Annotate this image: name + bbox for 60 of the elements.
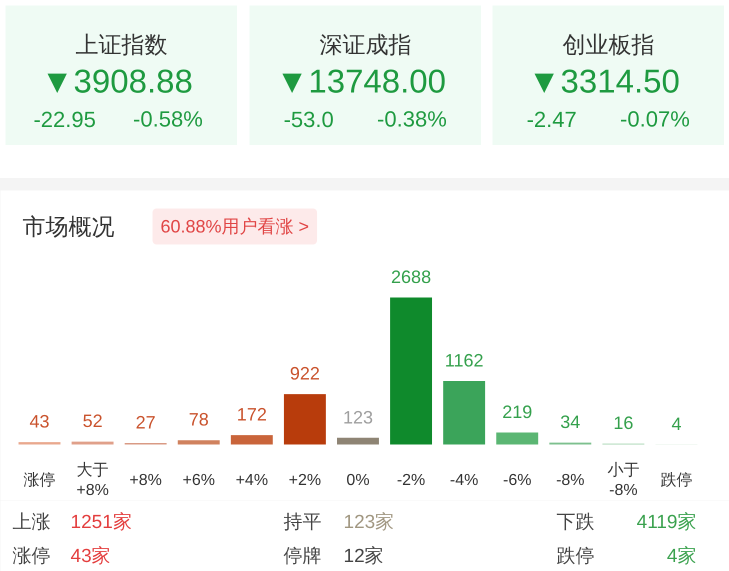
bar [390, 298, 432, 444]
x-tick-label: 跌停 [660, 472, 692, 489]
x-tick-label: -4% [450, 472, 478, 489]
data-label: 123 [342, 407, 374, 428]
data-label: 78 [188, 410, 209, 430]
text: 深证成指 [320, 32, 412, 58]
text: 4119家 [636, 512, 696, 533]
text: ▼3908.88 [40, 62, 193, 100]
data-label: 1162 [444, 350, 484, 370]
category-label: 上涨 [12, 512, 50, 533]
data-label: 43 [29, 412, 50, 432]
text: 43家 [70, 546, 111, 567]
bar [496, 432, 538, 444]
text: -0.07% [620, 106, 690, 132]
data-label: 4 [671, 414, 682, 434]
text: -53.0 [284, 106, 334, 132]
category-label: 跌停 [556, 546, 594, 567]
data-label: 219 [502, 402, 532, 422]
bar [72, 442, 114, 444]
text: ▼13748.00 [276, 62, 446, 100]
chart-subtitle: 60.88%用户看涨 > [160, 216, 310, 236]
text: -22.95 [33, 106, 96, 132]
category-label: 停牌 [284, 546, 322, 567]
chart-title: 市场概况 [22, 214, 114, 240]
category-label: 持平 [284, 512, 322, 533]
data-label: 16 [613, 413, 634, 434]
text: -0.38% [377, 106, 447, 132]
x-tick-label: +2% [288, 472, 322, 489]
x-tick-label: 涨停 [24, 471, 56, 489]
x-tick-label: -2% [396, 472, 426, 489]
data-label: 172 [236, 404, 267, 425]
text: 12家 [344, 546, 384, 567]
x-tick-label: 小于 -8% [607, 460, 640, 500]
bar [284, 394, 326, 444]
x-tick-label: +4% [236, 472, 268, 489]
data-label: 52 [82, 411, 103, 432]
text: 123家 [344, 512, 394, 533]
bar [337, 438, 379, 444]
x-tick-label: 大于 +8% [76, 460, 109, 500]
x-tick-label: +8% [129, 472, 162, 489]
bar [443, 380, 486, 444]
x-tick-label: -6% [502, 472, 532, 489]
data-label: 34 [560, 412, 580, 432]
text: -0.58% [133, 106, 203, 132]
bar [178, 440, 220, 444]
x-tick-label: +6% [182, 472, 215, 489]
bar [230, 435, 273, 444]
data-label: 2688 [391, 267, 432, 287]
text: 1251家 [70, 512, 132, 533]
category-label: 下跌 [556, 512, 594, 533]
x-tick-label: -8% [556, 472, 585, 489]
text: 创业板指 [562, 32, 654, 58]
x-tick-label: 0% [346, 472, 370, 489]
text: 上证指数 [76, 32, 168, 58]
text: 4家 [666, 546, 697, 567]
data-label: 27 [136, 412, 156, 433]
text: -2.47 [526, 106, 577, 132]
data-label: 922 [290, 364, 320, 384]
text: ▼3314.50 [528, 62, 680, 100]
category-label: 涨停 [12, 546, 50, 567]
